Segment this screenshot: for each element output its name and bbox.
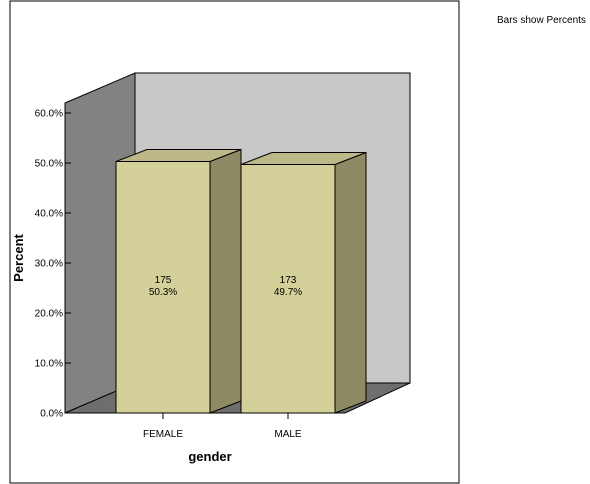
bar-count-label: 175 <box>155 275 172 286</box>
bar-side <box>209 148 242 414</box>
bar-front <box>240 164 336 414</box>
bar-front <box>115 161 211 414</box>
y-axis-title: Percent <box>11 233 26 281</box>
y-tick-label: 0.0% <box>40 409 63 420</box>
y-tick-label: 20.0% <box>35 309 63 320</box>
chart-note: Bars show Percents <box>497 15 586 26</box>
y-tick-label: 50.0% <box>35 159 63 170</box>
x-axis-title: gender <box>188 449 231 464</box>
x-tick-label: MALE <box>274 429 302 440</box>
y-axis: 0.0% 10.0% 20.0% 30.0% 40.0% 50.0% 60.0% <box>35 109 71 420</box>
y-tick-label: 40.0% <box>35 209 63 220</box>
bar-percent-label: 49.7% <box>274 287 302 298</box>
x-tick-label: FEMALE <box>143 429 183 440</box>
bar-side <box>334 151 367 414</box>
y-tick-label: 60.0% <box>35 109 63 120</box>
y-tick-label: 30.0% <box>35 259 63 270</box>
bar-count-label: 173 <box>280 275 297 286</box>
bar-percent-label: 50.3% <box>149 287 177 298</box>
y-tick-label: 10.0% <box>35 359 63 370</box>
x-axis-labels: FEMALE MALE <box>143 413 302 440</box>
